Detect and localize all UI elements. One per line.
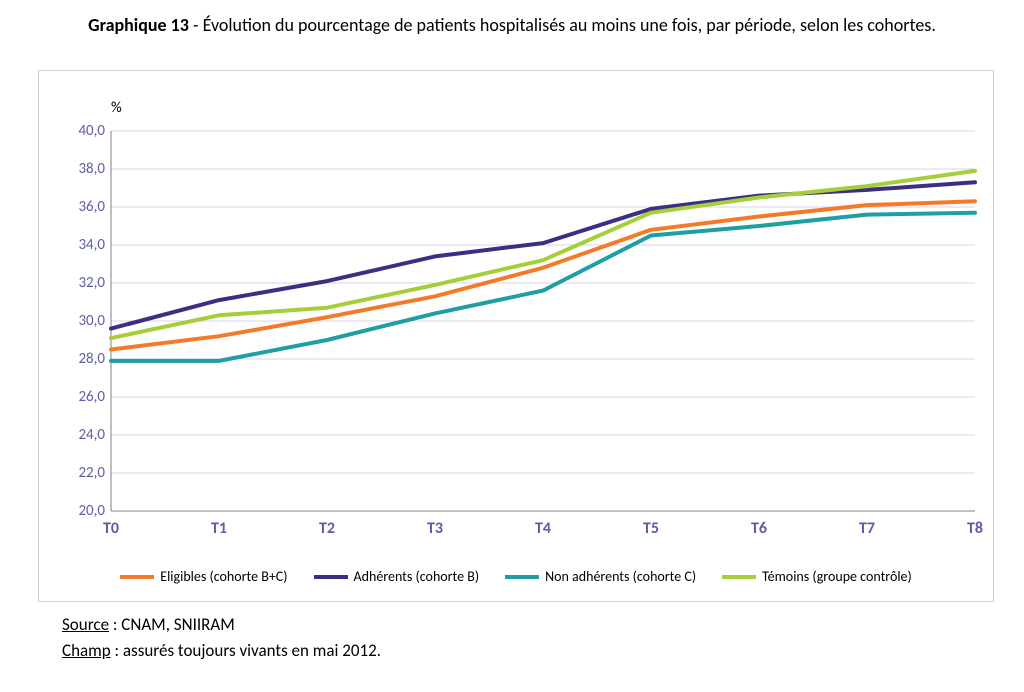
- y-tick-label: 34,0: [78, 236, 105, 254]
- chart-title-text: Évolution du pourcentage de patients hos…: [203, 14, 936, 36]
- chart-title-prefix: Graphique 13: [88, 14, 189, 36]
- source-label: Source: [62, 614, 109, 635]
- legend-item-non_adherents: Non adhérents (cohorte C): [505, 568, 696, 585]
- source-text: CNAM, SNIIRAM: [121, 614, 234, 635]
- y-tick-label: 26,0: [78, 388, 105, 406]
- y-tick-label: 36,0: [78, 198, 105, 216]
- lines-svg: [111, 131, 975, 511]
- legend: Eligibles (cohorte B+C) Adhérents (cohort…: [39, 568, 993, 585]
- legend-item-eligibles: Eligibles (cohorte B+C): [120, 568, 287, 585]
- legend-item-temoins: Témoins (groupe contrôle): [722, 568, 912, 585]
- y-tick-label: 24,0: [78, 426, 105, 444]
- x-tick-label: T5: [643, 519, 659, 538]
- page: Graphique 13 - Évolution du pourcentage …: [0, 0, 1024, 692]
- legend-label: Eligibles (cohorte B+C): [160, 568, 287, 585]
- champ-sep: :: [115, 640, 123, 661]
- champ-text: assurés toujours vivants en mai 2012.: [123, 640, 381, 661]
- y-axis-unit-label: %: [111, 99, 122, 117]
- legend-item-adherents: Adhérents (cohorte B): [314, 568, 480, 585]
- x-tick-label: T0: [103, 519, 119, 538]
- legend-label: Non adhérents (cohorte C): [545, 568, 696, 585]
- series-line-eligibles: [111, 201, 975, 349]
- series-line-adherents: [111, 182, 975, 328]
- legend-swatch: [722, 575, 756, 579]
- champ-line: Champ : assurés toujours vivants en mai …: [62, 638, 381, 664]
- y-tick-label: 30,0: [78, 312, 105, 330]
- x-tick-label: T6: [751, 519, 767, 538]
- source-line: Source : CNAM, SNIIRAM: [62, 612, 381, 638]
- y-tick-label: 40,0: [78, 122, 105, 140]
- x-tick-label: T8: [967, 519, 983, 538]
- legend-swatch: [120, 575, 154, 579]
- champ-label: Champ: [62, 640, 111, 661]
- x-tick-label: T4: [535, 519, 551, 538]
- legend-swatch: [505, 575, 539, 579]
- series-line-temoins: [111, 171, 975, 338]
- legend-swatch: [314, 575, 348, 579]
- chart-notes: Source : CNAM, SNIIRAM Champ : assurés t…: [62, 612, 381, 663]
- x-tick-label: T2: [319, 519, 335, 538]
- series-line-non_adherents: [111, 213, 975, 361]
- x-tick-label: T1: [211, 519, 227, 538]
- y-tick-label: 38,0: [78, 160, 105, 178]
- legend-label: Adhérents (cohorte B): [354, 568, 480, 585]
- y-tick-label: 22,0: [78, 464, 105, 482]
- plot-area: 20,022,024,026,028,030,032,034,036,038,0…: [111, 131, 975, 511]
- y-tick-label: 28,0: [78, 350, 105, 368]
- x-tick-label: T7: [859, 519, 875, 538]
- chart-panel: % 20,022,024,026,028,030,032,034,036,038…: [38, 70, 994, 602]
- legend-label: Témoins (groupe contrôle): [762, 568, 912, 585]
- y-tick-label: 32,0: [78, 274, 105, 292]
- y-tick-label: 20,0: [78, 502, 105, 520]
- chart-title-separator: -: [189, 14, 203, 36]
- x-tick-label: T3: [427, 519, 443, 538]
- chart-title: Graphique 13 - Évolution du pourcentage …: [40, 14, 984, 37]
